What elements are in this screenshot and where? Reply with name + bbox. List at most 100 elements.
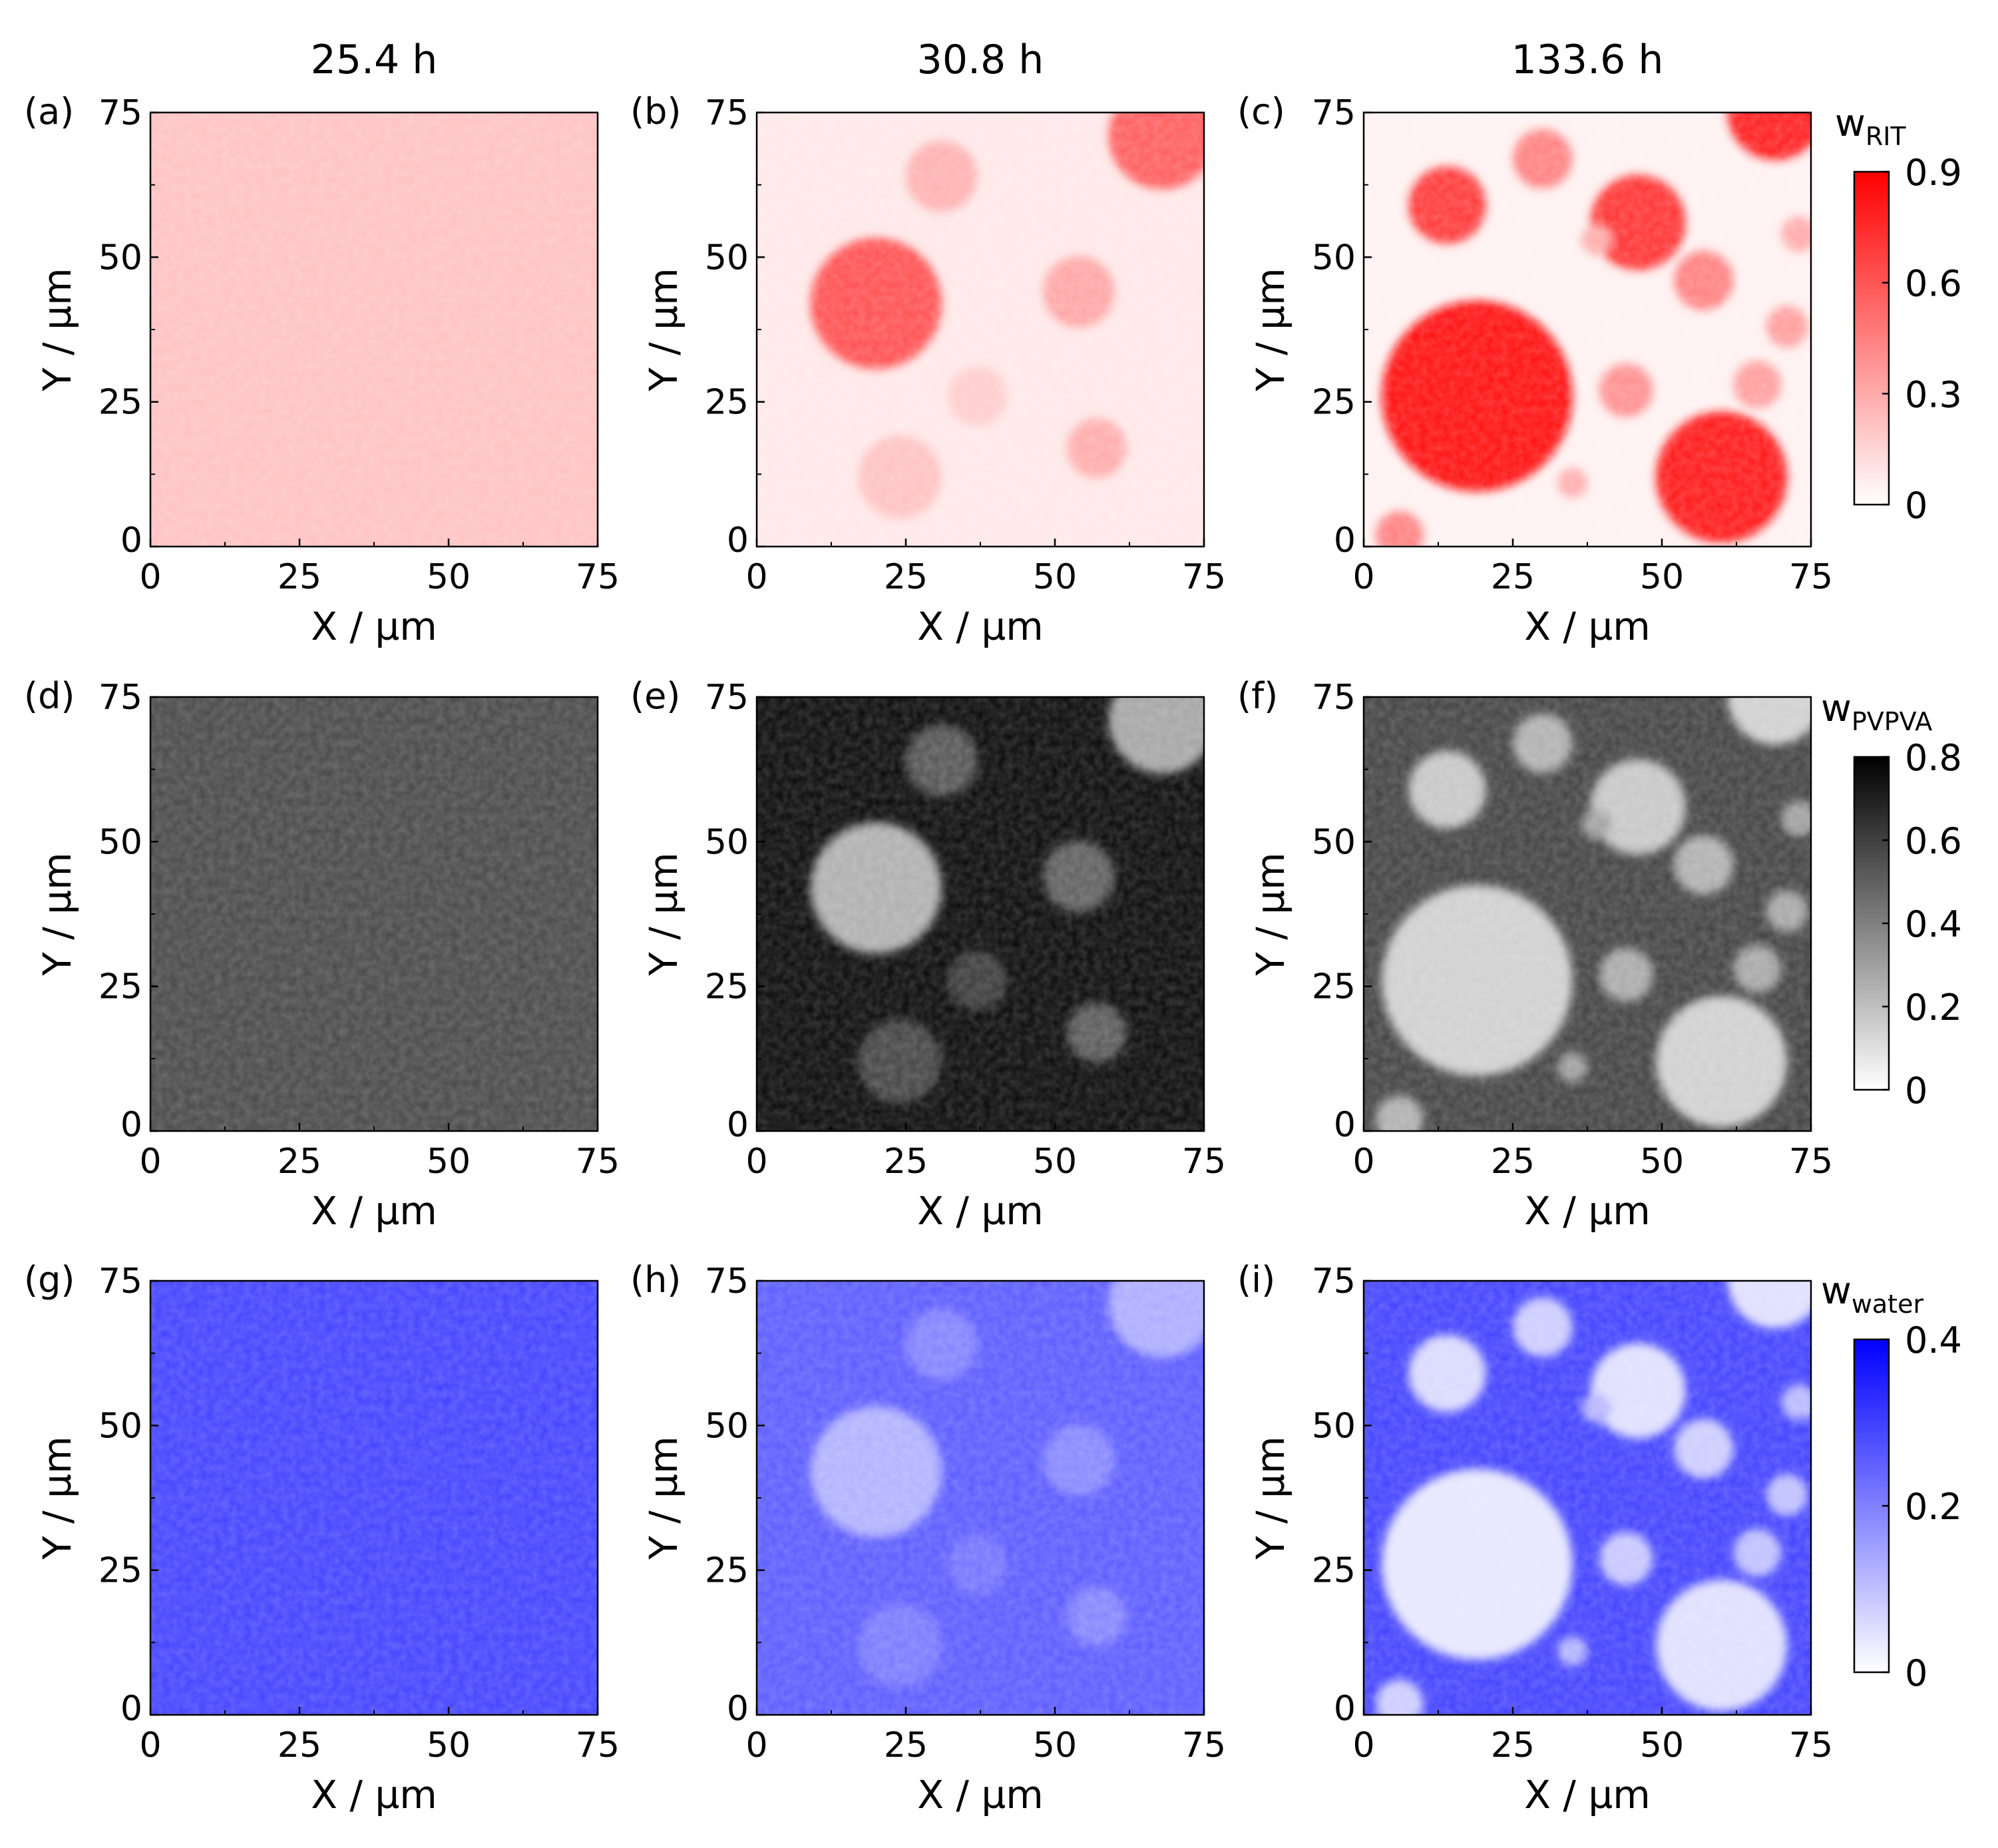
colorbar-rit: 0.9 0.6 0.3 0 wRIT bbox=[1835, 102, 1962, 527]
colorbar-bar bbox=[1853, 170, 1890, 506]
x-axis-label: X / µm bbox=[917, 1188, 1044, 1234]
y-tick-label: 25 bbox=[1312, 1551, 1356, 1591]
colorbar-tick-label: 0.2 bbox=[1905, 1486, 1962, 1528]
colorbar-title-subscript: RIT bbox=[1866, 122, 1907, 151]
x-axis-label: X / µm bbox=[1524, 1188, 1651, 1234]
x-tick-label: 75 bbox=[1182, 1142, 1226, 1182]
noise-overlay bbox=[757, 1281, 1204, 1715]
y-tick-label: 50 bbox=[1312, 1406, 1356, 1446]
noise-overlay bbox=[150, 697, 598, 1131]
colorbar-tick-label: 0 bbox=[1905, 1070, 1927, 1112]
y-tick-label: 25 bbox=[99, 1551, 142, 1591]
panel-label: (f) bbox=[1237, 675, 1278, 717]
x-tick-label: 25 bbox=[1491, 557, 1535, 597]
x-tick-label: 50 bbox=[1640, 1142, 1684, 1182]
noise-overlay bbox=[757, 113, 1204, 547]
colorbar-pvpva: 0.8 0.6 0.4 0.2 0 wPVPVA bbox=[1821, 687, 1962, 1112]
x-tick-label: 75 bbox=[1789, 557, 1833, 597]
colorbar-title: wRIT bbox=[1835, 102, 1906, 151]
x-axis-label: X / µm bbox=[917, 604, 1044, 649]
y-tick-label: 50 bbox=[1312, 238, 1356, 278]
y-tick-label: 0 bbox=[727, 1689, 749, 1729]
y-tick-label: 0 bbox=[120, 521, 142, 561]
colorbar-title-subscript: water bbox=[1852, 1289, 1924, 1319]
colorbar-tick-label: 0 bbox=[1905, 485, 1927, 527]
panel-label: (g) bbox=[24, 1259, 75, 1301]
panel-c: 00 25 25 50 50 75 75 X / µm Y / µm (c) bbox=[1237, 91, 1833, 649]
y-tick-label: 25 bbox=[705, 967, 749, 1007]
panel-i: 00 25 25 50 50 75 75 X / µm Y / µm (i) bbox=[1237, 1259, 1833, 1817]
noise-overlay bbox=[150, 1281, 598, 1715]
colorbar-title-symbol: w bbox=[1835, 102, 1866, 145]
x-tick-label: 75 bbox=[1182, 557, 1226, 597]
y-tick-label: 50 bbox=[705, 1406, 749, 1446]
x-tick-label: 50 bbox=[1640, 1726, 1684, 1765]
x-tick-label: 50 bbox=[1033, 1726, 1077, 1765]
column-title-3: 133.6 h bbox=[1511, 37, 1664, 83]
y-axis-label: Y / µm bbox=[641, 852, 686, 976]
colorbar-tick-label: 0.8 bbox=[1905, 737, 1962, 779]
heatmap-area bbox=[1364, 113, 1811, 547]
heatmap-area bbox=[150, 1281, 598, 1715]
noise-overlay bbox=[757, 697, 1204, 1131]
x-axis-label: X / µm bbox=[1524, 604, 1651, 649]
x-tick-label: 0 bbox=[745, 557, 767, 597]
x-tick-label: 50 bbox=[427, 557, 471, 597]
y-tick-label: 75 bbox=[705, 93, 749, 133]
y-tick-label: 0 bbox=[1334, 521, 1356, 561]
panel-label: (e) bbox=[630, 675, 680, 717]
panel-label: (d) bbox=[24, 675, 75, 717]
x-tick-label: 25 bbox=[278, 557, 321, 597]
x-tick-label: 50 bbox=[1640, 557, 1684, 597]
x-axis-label: X / µm bbox=[311, 1188, 437, 1234]
y-tick-label: 25 bbox=[1312, 383, 1356, 423]
colorbar-title-subscript: PVPVA bbox=[1852, 707, 1932, 736]
y-tick-label: 0 bbox=[1334, 1689, 1356, 1729]
y-tick-label: 75 bbox=[1312, 1262, 1356, 1301]
y-tick-label: 75 bbox=[705, 1262, 749, 1301]
x-axis-label: X / µm bbox=[311, 604, 437, 649]
x-tick-label: 25 bbox=[278, 1726, 321, 1765]
y-tick-label: 0 bbox=[120, 1105, 142, 1145]
y-tick-label: 75 bbox=[99, 1262, 142, 1301]
x-tick-label: 75 bbox=[576, 1726, 620, 1765]
colorbar-bar bbox=[1853, 1338, 1890, 1674]
y-tick-label: 25 bbox=[1312, 967, 1356, 1007]
x-tick-label: 50 bbox=[1033, 557, 1077, 597]
x-axis-label: X / µm bbox=[1524, 1772, 1651, 1817]
colorbar-tick-label: 0.4 bbox=[1905, 903, 1962, 945]
colorbar-tick-label: 0.4 bbox=[1905, 1319, 1962, 1361]
panel-label: (c) bbox=[1237, 91, 1285, 132]
x-tick-label: 25 bbox=[884, 557, 928, 597]
colorbar-tick-label: 0.2 bbox=[1905, 987, 1962, 1029]
noise-overlay bbox=[1364, 697, 1811, 1131]
y-tick-label: 0 bbox=[1334, 1105, 1356, 1145]
y-tick-label: 75 bbox=[705, 678, 749, 718]
column-title-2: 30.8 h bbox=[917, 37, 1044, 83]
panel-a: 00 25 25 50 50 75 75 X / µm Y / µm (a) bbox=[24, 91, 620, 649]
y-tick-label: 0 bbox=[727, 1105, 749, 1145]
heatmap-area bbox=[757, 113, 1204, 547]
x-tick-label: 50 bbox=[427, 1726, 471, 1765]
x-tick-label: 0 bbox=[1352, 557, 1374, 597]
colorbar-water: 0.4 0.2 0 wwater bbox=[1821, 1270, 1962, 1694]
heatmap-area bbox=[150, 697, 598, 1131]
colorbar-title: wwater bbox=[1821, 1270, 1923, 1319]
colorbar-title: wPVPVA bbox=[1821, 687, 1932, 736]
x-tick-label: 0 bbox=[745, 1726, 767, 1765]
colorbar-tick-label: 0.9 bbox=[1905, 152, 1962, 194]
x-tick-label: 50 bbox=[427, 1142, 471, 1182]
y-axis-label: Y / µm bbox=[35, 268, 80, 391]
x-tick-label: 0 bbox=[745, 1142, 767, 1182]
x-tick-label: 25 bbox=[884, 1142, 928, 1182]
y-tick-label: 50 bbox=[99, 1406, 142, 1446]
x-tick-label: 0 bbox=[139, 1142, 161, 1182]
y-tick-label: 75 bbox=[99, 678, 142, 718]
x-tick-label: 25 bbox=[1491, 1142, 1535, 1182]
y-tick-label: 50 bbox=[705, 822, 749, 862]
y-tick-label: 75 bbox=[1312, 93, 1356, 133]
x-axis-label: X / µm bbox=[311, 1772, 437, 1817]
y-axis-label: Y / µm bbox=[641, 1436, 686, 1560]
panel-e: 00 25 25 50 50 75 75 X / µm Y / µm (e) bbox=[630, 675, 1226, 1234]
